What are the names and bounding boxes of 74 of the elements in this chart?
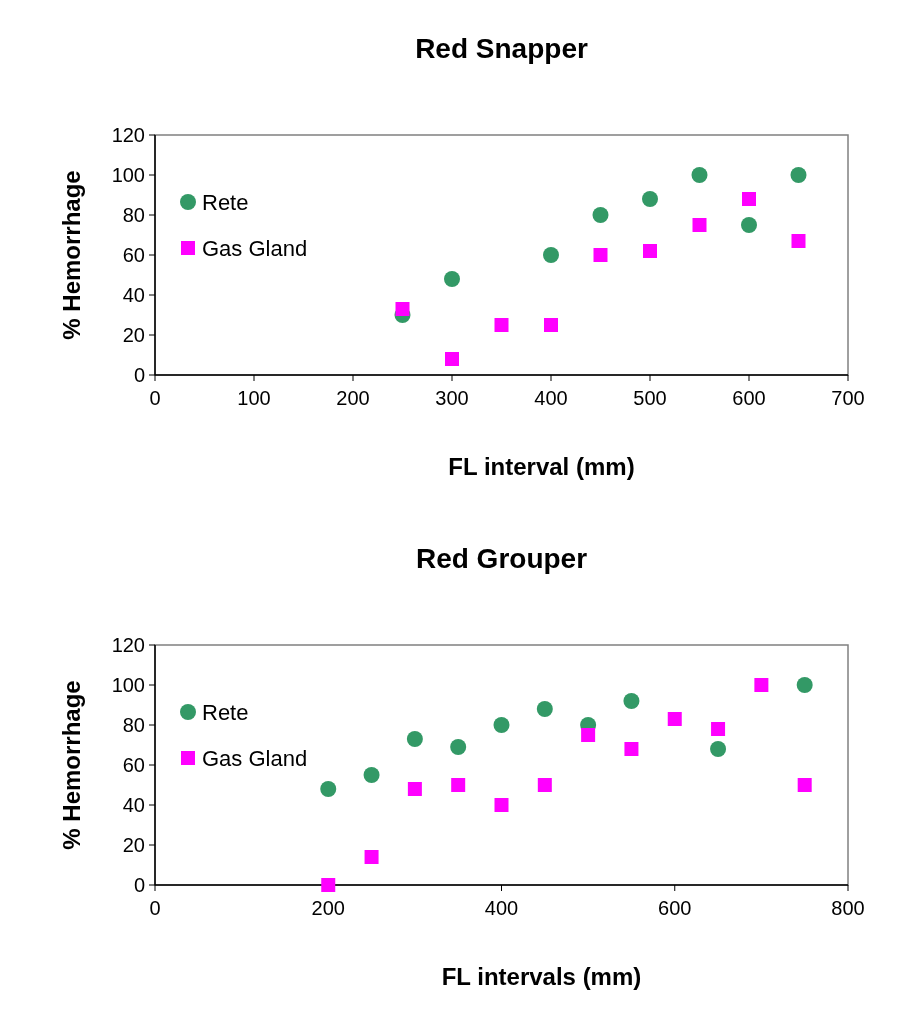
- point: [754, 678, 769, 692]
- y-tick-label: 60: [122, 754, 145, 776]
- point: [363, 767, 380, 783]
- point: [711, 722, 726, 736]
- y-tick-label: 40: [122, 794, 145, 816]
- y-tick-label: 120: [111, 124, 145, 146]
- y-tick-label: 20: [122, 324, 145, 346]
- legend-label: Gas Gland: [202, 236, 308, 261]
- point: [407, 782, 422, 796]
- x-tick-label: 700: [831, 387, 865, 409]
- point: [741, 217, 757, 233]
- point: [790, 167, 807, 183]
- point: [643, 244, 657, 258]
- point: [536, 701, 553, 717]
- point: [364, 850, 379, 864]
- y-tick-label: 80: [122, 204, 145, 226]
- x-tick-label: 300: [435, 387, 469, 409]
- point: [710, 741, 727, 757]
- x-tick-label: 600: [658, 897, 692, 919]
- point: [544, 318, 558, 332]
- x-tick-label: 600: [732, 387, 766, 409]
- x-tick-label: 0: [149, 387, 161, 409]
- x-tick-label: 400: [484, 897, 519, 919]
- x-tick-label: 200: [336, 387, 370, 409]
- y-tick-label: 0: [133, 364, 145, 386]
- point: [581, 728, 596, 742]
- point: [493, 717, 510, 733]
- point: [537, 778, 552, 792]
- point: [406, 731, 423, 747]
- point: [692, 218, 707, 232]
- point: [797, 778, 812, 792]
- y-tick-label: 100: [111, 674, 145, 696]
- point: [543, 247, 559, 263]
- point: [791, 234, 806, 248]
- y-tick-label: 120: [111, 634, 145, 656]
- point: [451, 778, 466, 792]
- y-tick-label: 40: [122, 284, 145, 306]
- point: [494, 318, 509, 332]
- point: [624, 742, 639, 756]
- x-tick-label: 100: [237, 387, 271, 409]
- point: [796, 677, 813, 693]
- y-tick-label: 100: [111, 164, 145, 186]
- point: [445, 352, 459, 366]
- legend-label: Gas Gland: [202, 746, 308, 771]
- point: [691, 167, 708, 183]
- point: [623, 693, 640, 709]
- y-tick-label: 0: [133, 874, 145, 896]
- point: [592, 207, 609, 223]
- x-axis-title: FL interval (mm): [448, 453, 635, 480]
- y-tick-label: 80: [122, 714, 145, 736]
- point: [444, 271, 460, 287]
- x-tick-label: 400: [534, 387, 568, 409]
- point: [642, 191, 658, 207]
- chart-title: Red Snapper: [415, 33, 588, 64]
- point: [494, 798, 509, 812]
- x-tick-label: 500: [633, 387, 667, 409]
- point: [593, 248, 608, 262]
- y-axis-title: % Hemorrhage: [58, 170, 85, 340]
- legend-label: Rete: [202, 700, 249, 725]
- y-tick-label: 20: [122, 834, 145, 856]
- point: [320, 781, 337, 797]
- x-tick-label: 200: [311, 897, 345, 919]
- x-tick-label: 800: [831, 897, 865, 919]
- legend-label: Rete: [202, 190, 249, 215]
- point: [667, 712, 682, 726]
- y-axis-title: % Hemorrhage: [58, 680, 85, 850]
- chart-title: Red Grouper: [415, 543, 588, 574]
- y-tick-label: 60: [122, 244, 145, 266]
- point: [395, 302, 410, 316]
- x-tick-label: 0: [149, 897, 161, 919]
- x-axis-title: FL intervals (mm): [441, 963, 642, 990]
- point: [742, 192, 756, 206]
- point: [321, 878, 336, 892]
- point: [450, 739, 467, 755]
